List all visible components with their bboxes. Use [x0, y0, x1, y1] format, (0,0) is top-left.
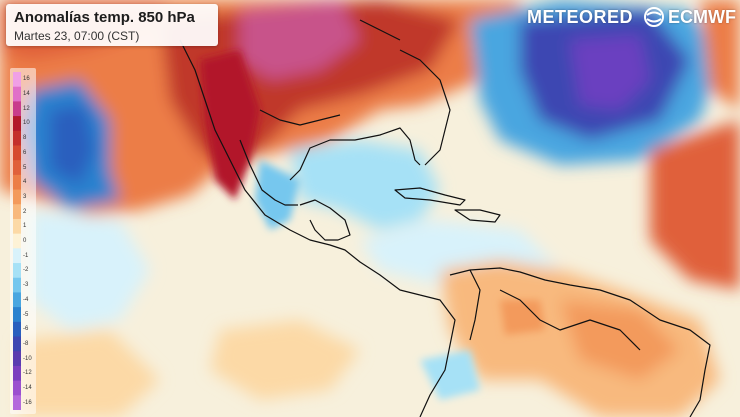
legend-swatch: [13, 189, 21, 205]
legend-label: 14: [23, 91, 30, 97]
legend-swatch: [13, 365, 21, 382]
anomaly-detail: [200, 50, 545, 400]
legend-swatch: [13, 395, 21, 410]
legend-label: -1: [23, 252, 29, 259]
legend-swatch: [13, 160, 21, 176]
legend-swatch: [13, 174, 21, 191]
legend-label: -4: [23, 296, 29, 303]
legend-swatch: [13, 292, 21, 308]
coastlines: [179, 19, 711, 417]
legend-swatch: [13, 145, 21, 161]
legend-label: -10: [23, 355, 32, 362]
ecmwf-emblem-icon: [644, 7, 665, 27]
legend-label: -3: [23, 282, 29, 289]
legend-label: 4: [23, 179, 27, 186]
legend-label: -12: [23, 370, 32, 377]
legend-label: 0: [23, 238, 27, 244]
legend-label: 8: [23, 135, 27, 142]
legend-label: 2: [23, 208, 27, 215]
legend-label: 12: [23, 105, 30, 112]
ecmwf-wordmark: ECMWF: [668, 6, 736, 27]
legend-swatch: [13, 204, 21, 220]
legend-swatch: [13, 351, 21, 367]
ecmwf-logo: ECMWF: [643, 7, 736, 28]
legend-swatch: [13, 277, 21, 293]
map-title-box: Anomalías temp. 850 hPa Martes 23, 07:00…: [6, 4, 218, 46]
legend-swatch: [13, 248, 21, 264]
legend-swatch: [13, 116, 21, 132]
legend-label: 6: [23, 149, 27, 156]
map-title: Anomalías temp. 850 hPa: [14, 9, 195, 26]
map-subtitle: Martes 23, 07:00 (CST): [14, 29, 140, 43]
legend-label: 5: [23, 164, 27, 171]
legend-label: -8: [23, 340, 29, 347]
meteored-logo: METEORED: [527, 6, 634, 27]
legend-swatch: [13, 86, 21, 102]
color-scale-bar: [13, 72, 21, 410]
legend-swatch: [13, 321, 21, 338]
legend-label: -5: [23, 311, 29, 318]
legend-label: -2: [23, 267, 29, 274]
legend-label: -6: [23, 326, 29, 333]
legend-swatch: [13, 380, 21, 396]
legend-swatch: [13, 218, 21, 235]
color-scale-labels: 16 14 12 10 8 6 5 4 3 2 1 0 -1 -2 -3 -4 -5 -6 -8 -10 -12 -14-…: [23, 72, 35, 410]
brand-logos: METEORED ECMWF: [527, 6, 736, 28]
legend-swatch: [13, 72, 21, 88]
legend-label: -16: [23, 399, 32, 406]
color-scale-legend: 16 14 12 10 8 6 5 4 3 2 1 0 -1 -2 -3 -4 -5 -6 -8 -10 -12 -14-…: [10, 68, 36, 414]
legend-swatch: [13, 101, 21, 117]
legend-label: 3: [23, 193, 27, 200]
legend-swatch: [13, 130, 21, 146]
legend-label: -14: [23, 385, 32, 391]
legend-label: 16: [23, 76, 30, 83]
legend-label: 1: [23, 223, 27, 230]
legend-label: 10: [23, 120, 30, 127]
legend-swatch: [13, 336, 21, 352]
legend-swatch: [13, 307, 21, 323]
legend-swatch: [13, 263, 21, 279]
legend-swatch: [13, 233, 21, 249]
